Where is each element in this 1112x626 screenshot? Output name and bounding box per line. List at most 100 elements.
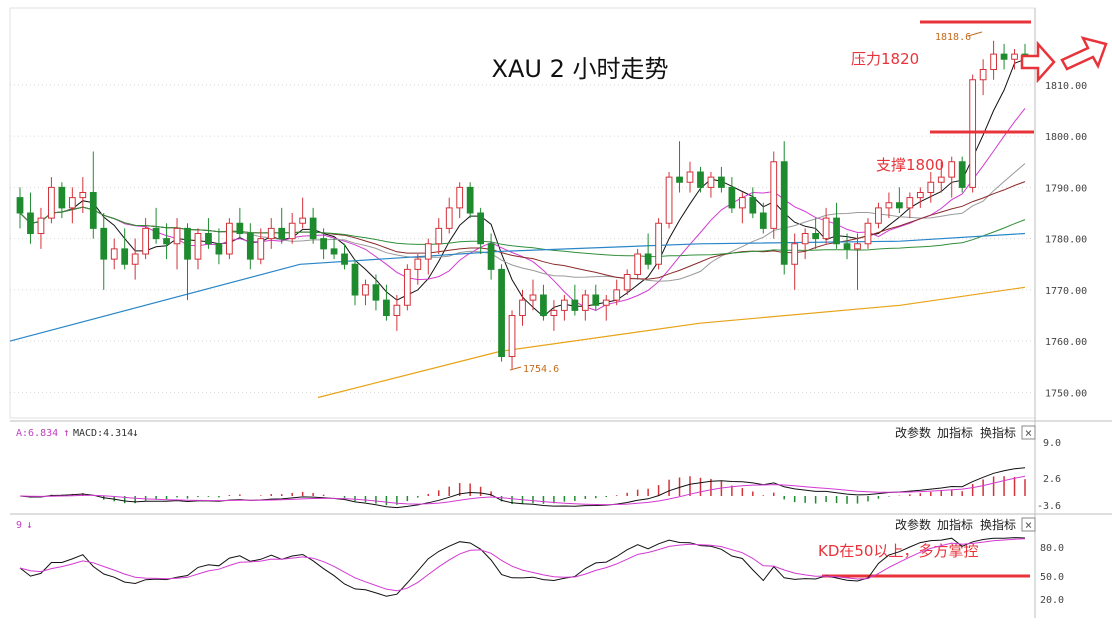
candle-body (477, 212, 485, 245)
candle-body (759, 212, 767, 229)
kd-add-indicator-button[interactable]: 加指标 (937, 517, 973, 532)
candle-body (236, 222, 244, 234)
candle-body (927, 181, 935, 193)
candle-body (592, 294, 600, 306)
d-line (19, 538, 1026, 592)
y-tick-label: 1760.00 (1045, 337, 1087, 348)
candle-body (163, 238, 170, 245)
kd-close-icon: × (1025, 518, 1032, 532)
candle-body (508, 315, 516, 357)
candle-body (770, 161, 778, 229)
candle-body (843, 243, 851, 250)
candle-body (383, 299, 390, 316)
candle-body (16, 197, 24, 214)
macd-legend-a: A:6.834 (16, 428, 58, 439)
candle-body (194, 233, 202, 260)
dif-line (19, 467, 1026, 509)
dea-line (19, 475, 1026, 506)
candle-body (184, 227, 191, 260)
candle-body (613, 289, 621, 301)
candle-body (173, 227, 181, 245)
y-tick-label: 1810.00 (1045, 81, 1087, 92)
candle-body (718, 176, 725, 188)
candle-body (205, 233, 212, 245)
candle-body (466, 186, 474, 214)
kd-note: KD在50以上，多方掌控 (818, 542, 978, 560)
ma-120-line (9, 232, 1026, 342)
candle-body (958, 161, 966, 188)
y-tick-label: 1780.00 (1045, 235, 1087, 246)
candle-body (330, 248, 338, 255)
candle-body (68, 197, 76, 209)
macd-change-indicator-button[interactable]: 换指标 (980, 425, 1016, 440)
support-label: 支撑1800 (876, 156, 944, 174)
candle-body (142, 227, 150, 255)
candle-body (812, 233, 820, 240)
macd-add-indicator-button[interactable]: 加指标 (937, 425, 973, 440)
candle-body (246, 233, 254, 260)
candle-body (487, 243, 495, 270)
candle-body (885, 202, 893, 209)
candle-body (728, 186, 736, 209)
chart-title: XAU 2 小时走势 (492, 55, 669, 83)
candle-body (623, 274, 631, 291)
candle-body (571, 299, 579, 311)
pressure-label: 压力1820 (851, 50, 919, 68)
candle-body (58, 186, 66, 209)
macd-tick-mid: 2.6 (1043, 474, 1061, 485)
low-price-label: 1754.6 (523, 364, 559, 375)
candle-body (435, 227, 443, 245)
macd-legend-value: MACD:4.314 (73, 428, 133, 439)
macd-tick-low: -3.6 (1037, 501, 1061, 512)
candle-body (121, 248, 129, 265)
candle-body (875, 207, 882, 224)
macd-edit-params-button[interactable]: 改参数 (895, 425, 931, 440)
candle-body (529, 294, 537, 301)
candle-body (854, 243, 861, 250)
kd-legend: 9 (16, 520, 22, 531)
kd-close-button[interactable] (1021, 517, 1036, 532)
up-arrow-icon: ↑ (63, 426, 70, 439)
macd-close-button[interactable] (1021, 425, 1036, 440)
candle-body (79, 192, 87, 199)
y-tick-label: 1750.00 (1045, 388, 1087, 399)
candle-body (309, 217, 317, 240)
candle-body (801, 233, 809, 245)
candlesticks (16, 40, 1029, 369)
kd-change-indicator-button[interactable]: 换指标 (980, 517, 1016, 532)
candle-body (979, 69, 987, 81)
down-arrow-icon: ↓ (132, 426, 139, 439)
candle-body (362, 284, 369, 296)
price-axis-ticks: 1750.00 1760.00 1770.00 1780.00 1790.00 1800.… (1045, 81, 1087, 400)
candle-body (906, 197, 914, 209)
candle-body (519, 299, 526, 316)
candle-body (560, 299, 568, 311)
candle-body (791, 243, 799, 265)
kd-tick-20: 20.0 (1040, 595, 1064, 606)
candle-body (990, 53, 997, 70)
candle-body (1011, 53, 1018, 60)
kd-lines (19, 537, 1026, 597)
kd-down-arrow-icon: ↓ (26, 518, 33, 531)
candle-body (822, 217, 830, 240)
candle-body (550, 309, 558, 316)
candle-body (278, 227, 286, 240)
candle-body (257, 238, 265, 260)
candle-body (655, 222, 662, 265)
kd-tick-50: 50.0 (1040, 572, 1064, 583)
candle-body (540, 294, 547, 316)
candle-body (424, 243, 432, 260)
candle-body (602, 299, 610, 306)
candle-body (948, 161, 956, 178)
high-price-label: 1818.6 (935, 32, 971, 43)
candle-body (131, 253, 139, 265)
kd-edit-params-button[interactable]: 改参数 (895, 517, 931, 532)
candle-body (1000, 53, 1008, 60)
candle-body (110, 248, 118, 260)
candle-body (100, 227, 108, 260)
candle-body (456, 186, 464, 209)
candle-body (37, 217, 45, 234)
candle-body (48, 186, 55, 219)
low-price-pointer (509, 366, 522, 371)
